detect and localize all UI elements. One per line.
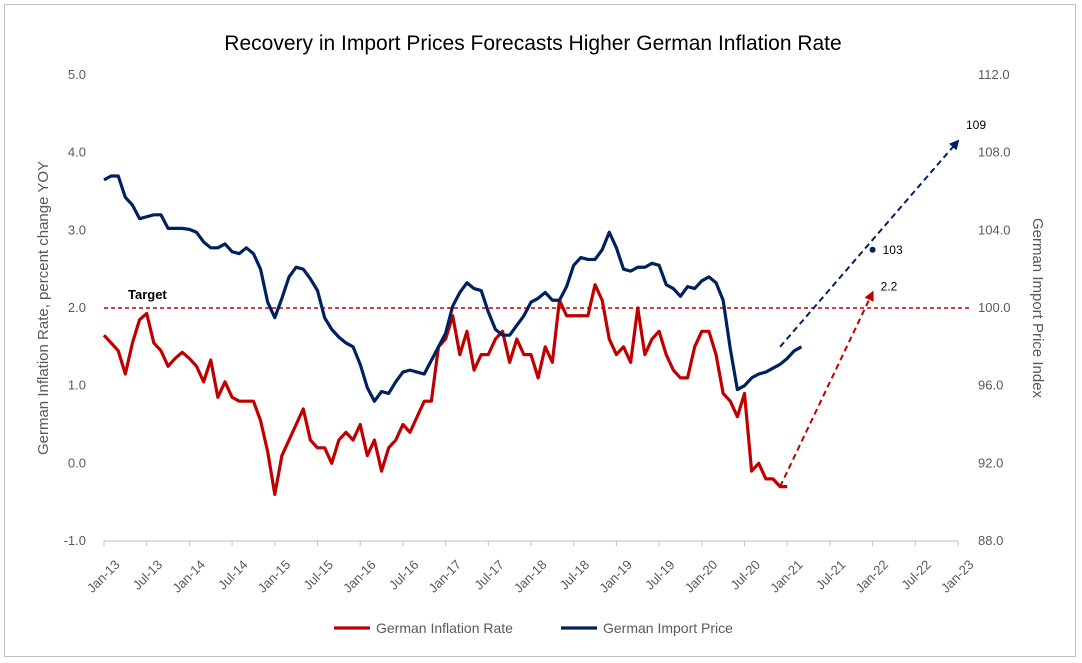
x-tick-label: Jul-17 <box>471 557 507 593</box>
left-tick-label: 4.0 <box>68 145 86 160</box>
x-tick-label: Jul-16 <box>386 557 422 593</box>
left-tick-label: 1.0 <box>68 378 86 393</box>
right-tick-label: 96.0 <box>978 378 1003 393</box>
left-tick-label: 0.0 <box>68 455 86 470</box>
x-tick-label: Jul-20 <box>727 557 763 593</box>
x-tick-label: Jul-22 <box>898 557 934 593</box>
import-price-series-line <box>103 174 803 403</box>
x-axis-ticks: Jan-13 Jul-13 Jan-14 Jul-14 Jan-15 Jul-15 Jan-… <box>84 541 977 596</box>
x-tick-label: Jan-13 <box>84 557 123 596</box>
left-axis-ticks: 5.0 4.0 3.0 2.0 1.0 0.0 -1.0 <box>64 67 86 548</box>
x-tick-label: Jul-14 <box>215 557 251 593</box>
left-axis-label: German Inflation Rate, percent change YO… <box>35 161 52 455</box>
forecast-arrow <box>779 139 960 348</box>
x-tick-label: Jan-16 <box>340 557 379 596</box>
x-tick-label: Jan-21 <box>767 557 806 596</box>
right-axis-label: German Import Price Index <box>1029 218 1046 399</box>
x-tick-label: Jan-19 <box>596 557 635 596</box>
x-tick-label: Jan-14 <box>169 557 208 596</box>
left-tick-label: -1.0 <box>64 533 86 548</box>
x-tick-label: Jul-18 <box>557 557 593 593</box>
forecast-arrow <box>779 290 874 488</box>
target-label: Target <box>128 287 167 302</box>
right-tick-label: 104.0 <box>978 222 1011 237</box>
right-tick-label: 108.0 <box>978 145 1011 160</box>
left-tick-label: 2.0 <box>68 300 86 315</box>
forecast-mid-label: 103 <box>883 243 903 257</box>
x-tick-label: Jan-23 <box>938 557 977 596</box>
x-tick-label: Jan-15 <box>255 557 294 596</box>
forecast-end-label: 109 <box>966 118 986 132</box>
legend-inflation-label: German Inflation Rate <box>376 620 513 636</box>
legend-import-label: German Import Price <box>603 620 733 636</box>
x-tick-label: Jan-22 <box>852 557 891 596</box>
forecast-layer: 103 109 2.2 <box>779 118 986 488</box>
right-tick-label: 88.0 <box>978 533 1003 548</box>
legend: German Inflation Rate German Import Pric… <box>334 620 733 636</box>
right-tick-label: 92.0 <box>978 455 1003 470</box>
x-tick-label: Jan-18 <box>511 557 550 596</box>
chart-title: Recovery in Import Prices Forecasts High… <box>224 32 841 55</box>
x-tick-label: Jan-20 <box>682 557 721 596</box>
inflation-rate-series-line <box>102 283 788 496</box>
chart-frame <box>4 4 1076 657</box>
right-axis-ticks: 112.0 108.0 104.0 100.0 96.0 92.0 88.0 <box>978 67 1011 548</box>
x-tick-label: Jul-13 <box>130 557 166 593</box>
left-tick-label: 5.0 <box>68 67 86 82</box>
forecast-end-label: 2.2 <box>881 279 898 293</box>
right-tick-label: 112.0 <box>978 67 1010 82</box>
x-tick-label: Jul-19 <box>642 557 678 593</box>
right-tick-label: 100.0 <box>978 300 1011 315</box>
left-tick-label: 3.0 <box>68 222 86 237</box>
forecast-midpoint <box>869 246 876 253</box>
x-tick-label: Jan-17 <box>425 557 464 596</box>
x-tick-label: Jul-15 <box>300 557 336 593</box>
x-tick-label: Jul-21 <box>813 557 849 593</box>
